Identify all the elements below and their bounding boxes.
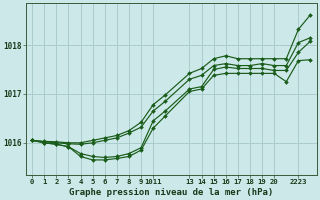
X-axis label: Graphe pression niveau de la mer (hPa): Graphe pression niveau de la mer (hPa) (69, 188, 274, 197)
